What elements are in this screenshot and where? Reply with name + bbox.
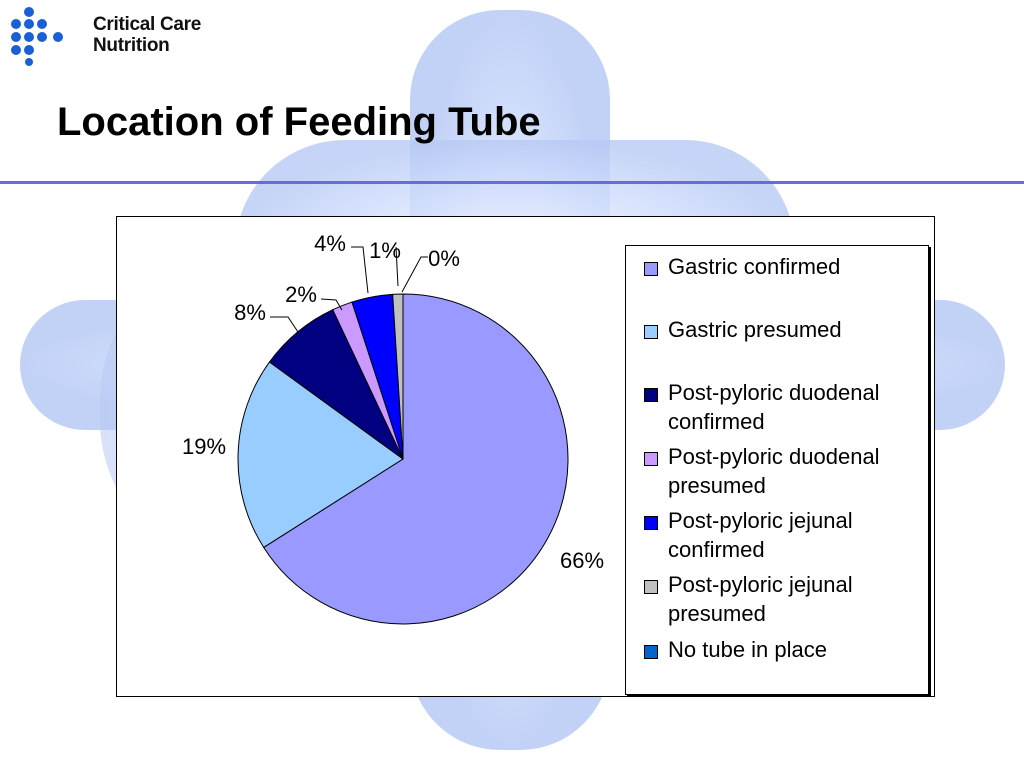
legend-swatch <box>644 325 658 339</box>
legend-label: Post-pyloric duodenal presumed <box>668 444 880 498</box>
legend-item: Gastric confirmed <box>644 252 924 281</box>
legend-item: Post-pyloric duodenal confirmed <box>644 378 924 436</box>
legend-swatch <box>644 580 658 594</box>
data-label: 4% <box>314 231 346 256</box>
molecule-logo-icon <box>11 7 63 66</box>
legend-label: Gastric presumed <box>668 317 842 342</box>
legend-swatch <box>644 262 658 276</box>
legend-label: Gastric confirmed <box>668 254 841 279</box>
legend-swatch <box>644 645 658 659</box>
legend-item: Gastric presumed <box>644 315 924 344</box>
leader-line <box>320 298 343 311</box>
data-label: 1% <box>369 238 401 263</box>
data-label: 66% <box>560 548 604 573</box>
legend-swatch <box>644 452 658 466</box>
pie-slice <box>237 361 404 549</box>
legend-swatch <box>644 388 658 402</box>
legend-item: No tube in place <box>644 635 924 664</box>
legend-label: Post-pyloric duodenal confirmed <box>668 380 880 434</box>
legend-label: Post-pyloric jejunal confirmed <box>668 508 853 562</box>
slide-title: Location of Feeding Tube <box>57 100 541 144</box>
data-label: 19% <box>182 434 226 459</box>
brand-line-2: Nutrition <box>93 35 170 56</box>
data-label: 2% <box>285 282 317 307</box>
legend-swatch <box>644 516 658 530</box>
legend-item: Post-pyloric jejunal confirmed <box>644 506 924 564</box>
title-divider <box>0 181 1024 184</box>
data-label: 0% <box>428 246 460 271</box>
pie-slice <box>392 293 404 460</box>
leader-line <box>351 246 369 294</box>
leader-line <box>395 246 399 287</box>
brand-name: Critical Care Nutrition <box>93 14 201 56</box>
pie-slice <box>262 293 569 625</box>
legend-item: Post-pyloric jejunal presumed <box>644 570 924 628</box>
legend-label: Post-pyloric jejunal presumed <box>668 572 853 626</box>
leader-line <box>270 316 299 333</box>
legend-label: No tube in place <box>668 637 827 662</box>
pie-chart: 66% 19% 8% 2% 4% 1% 0% <box>182 231 604 625</box>
legend-item: Post-pyloric duodenal presumed <box>644 442 924 500</box>
leader-line <box>401 256 428 293</box>
brand-line-1: Critical Care <box>93 14 202 35</box>
data-label: 8% <box>234 300 266 325</box>
chart-legend: Gastric confirmed Gastric presumed Post-… <box>625 245 929 695</box>
